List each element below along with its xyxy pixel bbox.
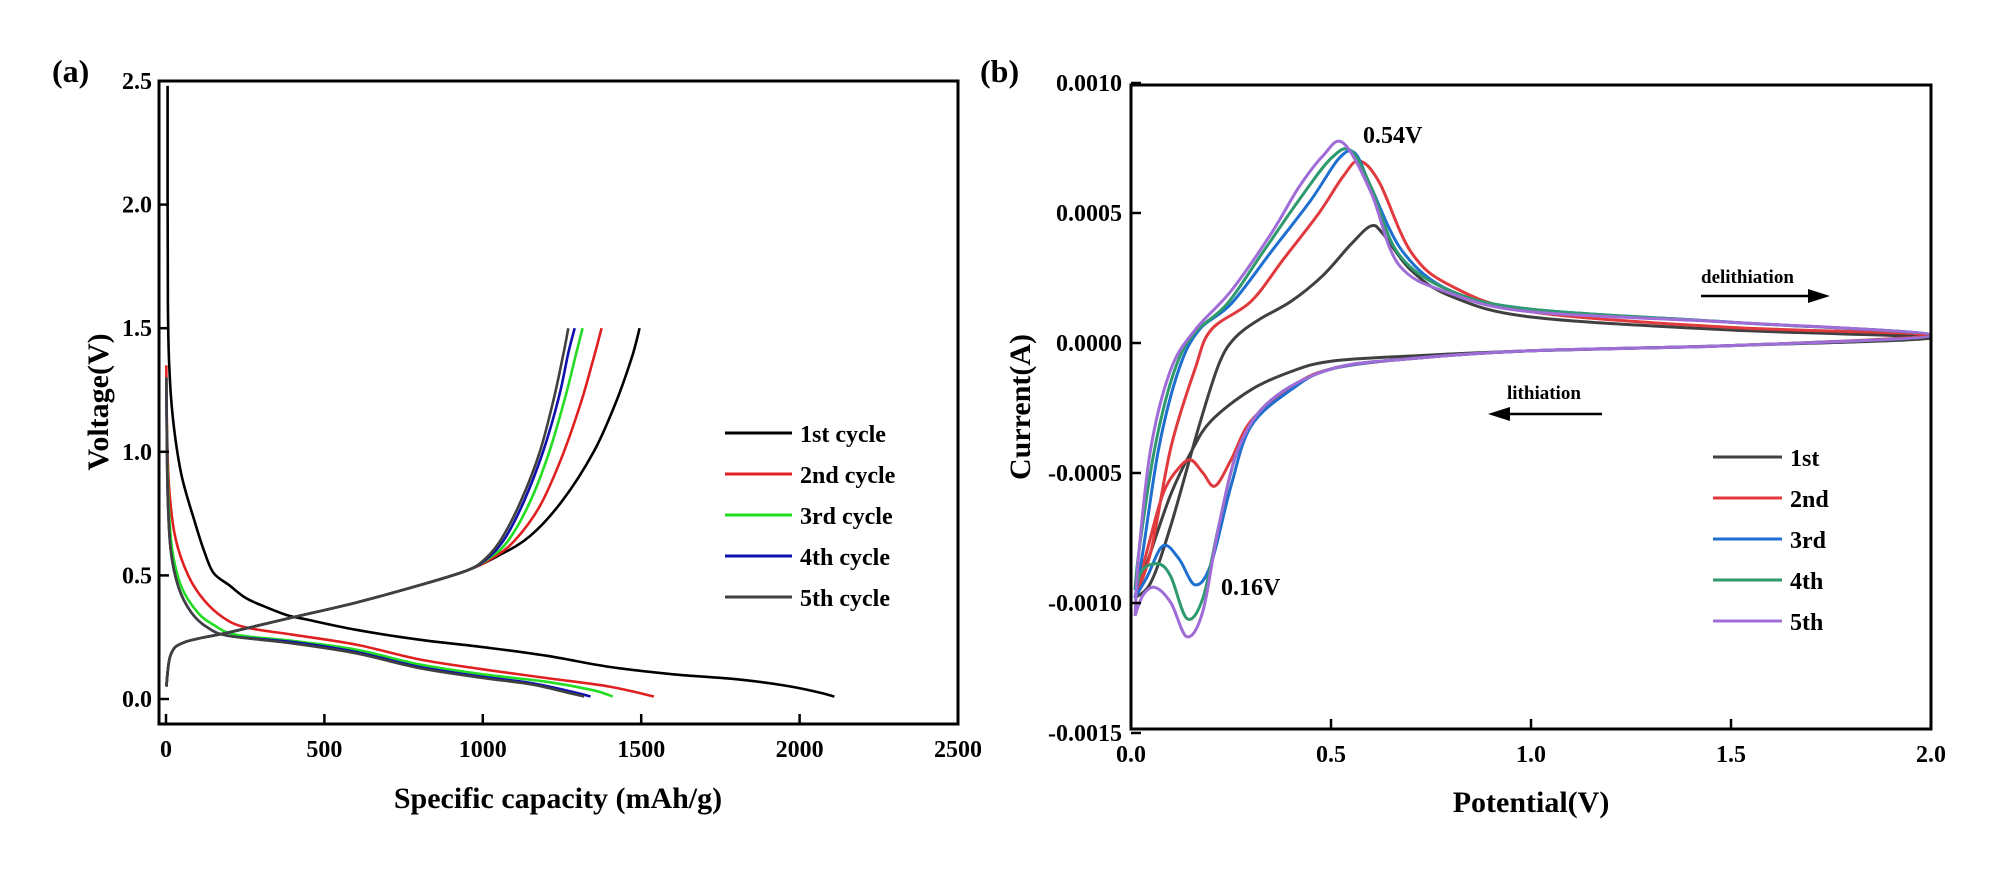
cv-curve-1 — [1133, 223, 1933, 599]
panel-b-curves — [1133, 139, 1933, 639]
annotation-peak-016v: 0.16V — [1221, 575, 1281, 601]
legend-label: 4th — [1790, 569, 1823, 595]
x-tick-label: 0.5 — [1316, 742, 1346, 768]
annotation-peak-054v: 0.54V — [1363, 123, 1423, 149]
panel-b-legend: 1st 2nd 3rd 4th 5th — [1713, 446, 1829, 636]
y-tick-label: -0.0010 — [1048, 591, 1122, 617]
panel-a-xlabel: Specific capacity (mAh/g) — [394, 782, 722, 815]
panel-a-label: (a) — [52, 53, 89, 89]
panel-b-ylabel: Current(A) — [1004, 334, 1037, 480]
legend-label: 4th cycle — [800, 545, 890, 571]
y-tick-label: -0.0015 — [1048, 721, 1122, 747]
y-tick-label: -0.0005 — [1048, 461, 1122, 487]
x-tick-label: 2000 — [776, 737, 824, 763]
legend-label: 2nd cycle — [800, 463, 896, 489]
legend-label: 5th — [1790, 610, 1823, 636]
y-tick-label: 0.0 — [122, 687, 152, 713]
y-tick-label: 0.5 — [122, 563, 152, 589]
x-tick-label: 0 — [160, 737, 172, 763]
x-tick-label: 1.5 — [1716, 742, 1746, 768]
legend-label: 2nd — [1790, 487, 1829, 513]
x-tick-label: 0.0 — [1116, 742, 1146, 768]
charge-curve-5 — [165, 327, 570, 687]
legend-label: 3rd cycle — [800, 504, 893, 530]
panel-a-legend: 1st cycle 2nd cycle 3rd cycle 4th cycle 5th … — [725, 422, 896, 612]
panel-a: (a) 0 500 1000 1500 2000 2500 0.0 0.5 1.0 1.5 2.0 2… — [52, 53, 982, 815]
y-tick-label: 0.0000 — [1056, 331, 1122, 357]
discharge-curve-1 — [166, 85, 835, 698]
legend-label: 1st cycle — [800, 422, 886, 448]
panel-a-ylabel: Voltage(V) — [82, 333, 115, 470]
legend-label: 1st — [1790, 446, 1819, 472]
y-tick-label: 0.0010 — [1056, 71, 1122, 97]
panel-a-ticks: 0 500 1000 1500 2000 2500 0.0 0.5 1.0 1.5 2.0 2.5 — [122, 69, 982, 763]
cv-curve-2 — [1133, 159, 1933, 599]
panel-a-curves — [165, 85, 835, 698]
legend-label: 3rd — [1790, 528, 1827, 554]
arrow-right-icon — [1701, 289, 1830, 303]
y-tick-label: 2.0 — [122, 193, 152, 219]
y-tick-label: 1.5 — [122, 316, 152, 342]
y-tick-label: 1.0 — [122, 440, 152, 466]
panel-b-label: (b) — [980, 53, 1019, 89]
legend-label: 5th cycle — [800, 586, 890, 612]
x-tick-label: 1000 — [459, 737, 507, 763]
panel-b-ticks: 0.0 0.5 1.0 1.5 2.0 -0.0015 -0.0010 -0.0005 0.00… — [1048, 71, 1946, 768]
panel-a-frame — [157, 79, 960, 726]
cv-curve-5 — [1133, 139, 1933, 639]
discharge-curve-5 — [165, 377, 585, 698]
y-tick-label: 2.5 — [122, 69, 152, 95]
arrow-left-icon — [1488, 407, 1602, 421]
x-tick-label: 2500 — [934, 737, 982, 763]
panel-b-xlabel: Potential(V) — [1453, 786, 1610, 819]
y-tick-label: 0.0005 — [1056, 201, 1122, 227]
x-tick-label: 2.0 — [1916, 742, 1946, 768]
discharge-curve-3 — [165, 377, 614, 698]
x-tick-label: 1500 — [617, 737, 665, 763]
annotation-lithiation: lithiation — [1507, 383, 1581, 404]
discharge-curve-2 — [165, 365, 655, 698]
x-tick-label: 1.0 — [1516, 742, 1546, 768]
annotation-delithiation: delithiation — [1701, 267, 1794, 288]
x-tick-label: 500 — [306, 737, 342, 763]
panel-b: (b) 0.0 0.5 1.0 1.5 2.0 -0.0015 -0.0010 -0.0005… — [980, 53, 1946, 819]
